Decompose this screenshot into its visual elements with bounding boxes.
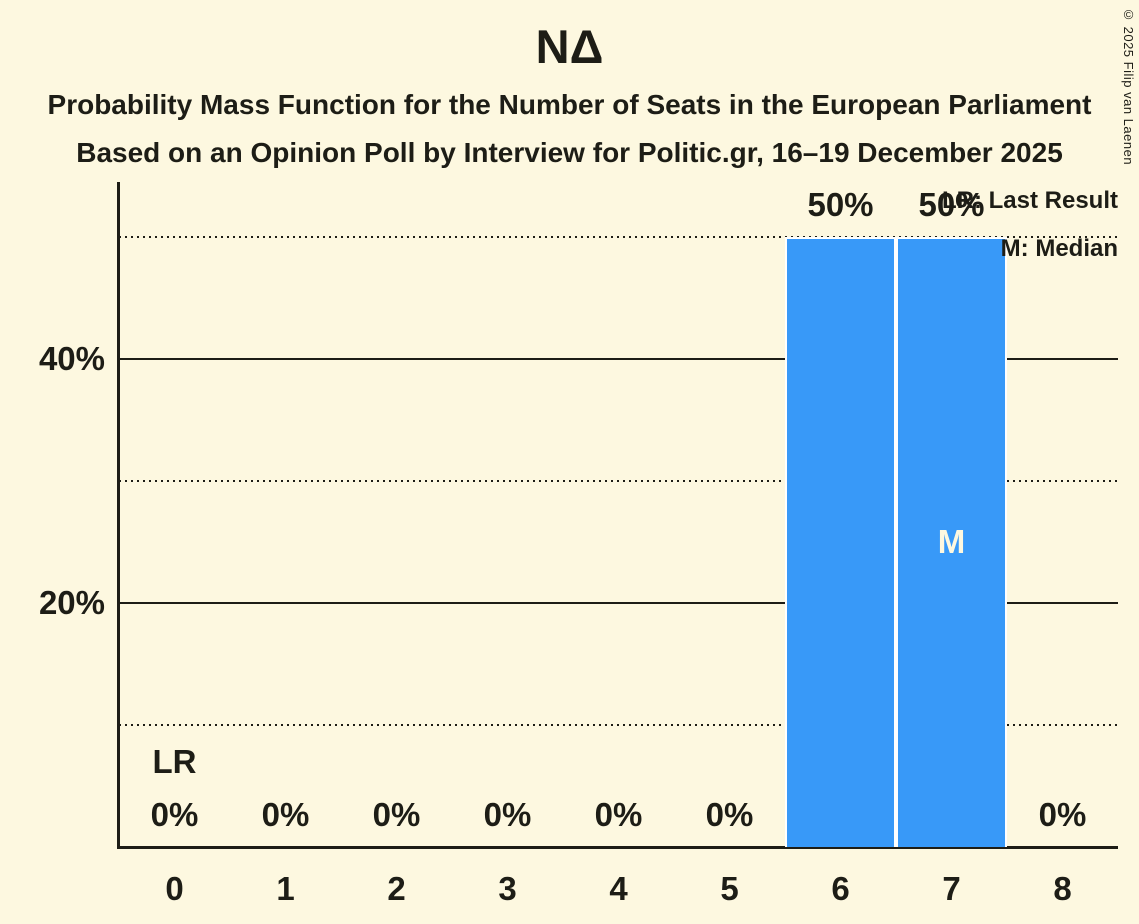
median-label: M — [937, 523, 966, 560]
bar — [785, 237, 896, 847]
y-tick-label: 40% — [38, 340, 105, 377]
bar-value-label: 0% — [261, 796, 310, 833]
bar-value-label: 50% — [918, 186, 985, 223]
y-axis-line — [117, 182, 120, 847]
x-axis-line — [117, 846, 1118, 849]
bar-value-label: 0% — [1038, 796, 1087, 833]
x-tick-label: 7 — [942, 870, 961, 907]
copyright-notice: © 2025 Filip van Laenen — [1121, 7, 1136, 166]
bar-value-label: 0% — [372, 796, 421, 833]
x-tick-label: 3 — [498, 870, 517, 907]
y-tick-label: 20% — [38, 584, 105, 621]
x-tick-label: 1 — [276, 870, 295, 907]
gridline-dotted — [119, 236, 1118, 238]
x-tick-label: 2 — [387, 870, 406, 907]
chart-subtitle: Probability Mass Function for the Number… — [47, 89, 1092, 120]
x-tick-label: 4 — [609, 870, 628, 907]
gridline-solid — [119, 358, 1118, 360]
gridline-solid — [119, 602, 1118, 604]
gridline-dotted — [119, 724, 1118, 726]
legend: LR: Last Result M: Median — [942, 183, 1118, 267]
x-tick-label: 8 — [1053, 870, 1072, 907]
x-tick-label: 6 — [831, 870, 850, 907]
bar-value-label: 0% — [483, 796, 532, 833]
bar-value-label: 0% — [705, 796, 754, 833]
legend-last-result: LR: Last Result — [941, 187, 1118, 214]
x-tick-label: 5 — [720, 870, 739, 907]
bar-value-label: 0% — [594, 796, 643, 833]
legend-median: M: Median — [1000, 235, 1118, 262]
bar — [896, 237, 1007, 847]
chart-poll-details: Based on an Opinion Poll by Interview fo… — [76, 137, 1063, 168]
bar-value-label: 50% — [807, 186, 874, 223]
bar-value-label: 0% — [150, 796, 199, 833]
gridline-dotted — [119, 480, 1118, 482]
chart-title: ΝΔ — [535, 20, 604, 73]
plot-area: 0% 0 0% 1 0% 2 0% 3 0% 4 0% 5 50% 6 50% 7 0% 8 40% 20% LR M — [39, 182, 1118, 907]
last-result-label: LR — [152, 743, 197, 780]
x-tick-label: 0 — [165, 870, 184, 907]
